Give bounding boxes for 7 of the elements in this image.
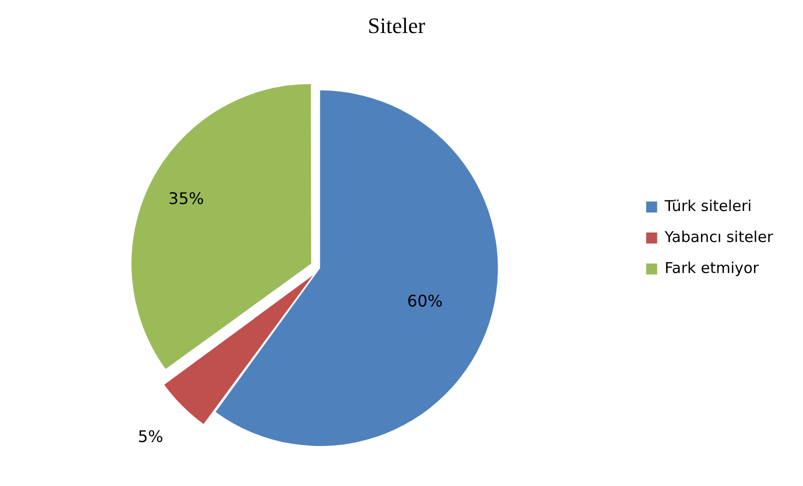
data-label: 35% (168, 189, 204, 208)
data-label: 5% (138, 426, 164, 446)
data-label: 60% (407, 291, 443, 310)
legend-label: Fark etmiyor (664, 258, 760, 277)
chart-title: Siteler (368, 12, 426, 38)
legend-label: Türk siteleri (664, 196, 752, 215)
legend-label: Yabancı siteler (664, 228, 774, 246)
